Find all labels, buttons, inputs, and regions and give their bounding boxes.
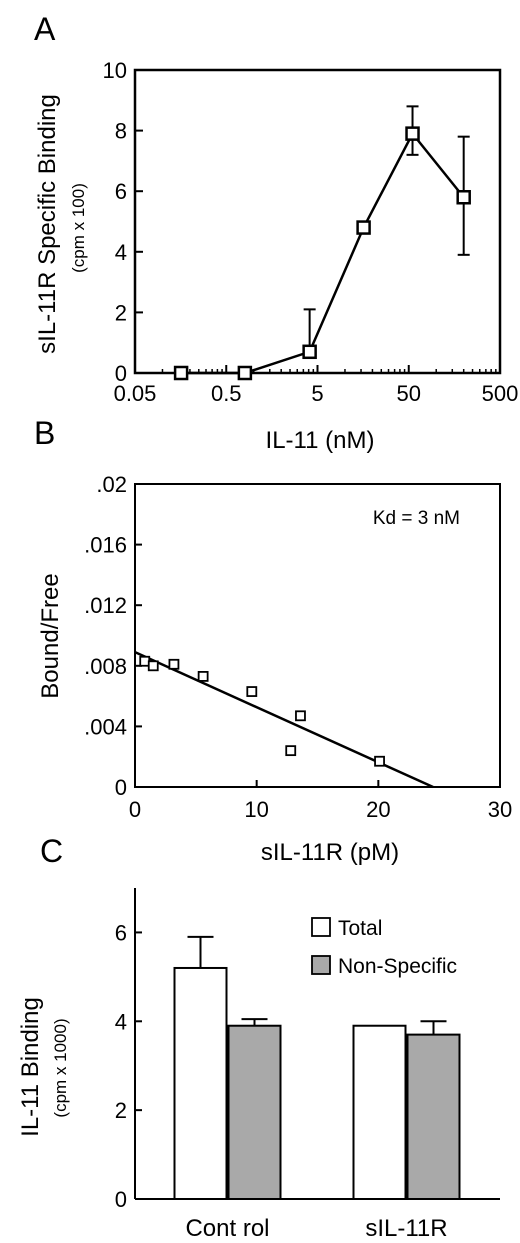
c-y-tick-label: 0	[115, 1187, 127, 1212]
a-data-point	[173, 365, 189, 381]
a-data-point	[456, 190, 471, 205]
a-x-tick-label: 0.5	[211, 381, 242, 406]
c-legend-label: Non-Specific	[338, 955, 457, 978]
b-y-tick-label: 0	[115, 775, 127, 800]
c-y-axis-units: (cpm x 1000)	[51, 1018, 70, 1117]
a-y-tick-label: 0	[115, 361, 127, 386]
a-x-tick-label: 0.05	[114, 381, 157, 406]
b-data-point	[246, 686, 258, 697]
a-x-axis-label: IL-11 (nM)	[266, 427, 375, 454]
c-y-tick-label: 2	[115, 1098, 127, 1123]
b-data-point	[295, 710, 306, 722]
a-y-axis-label: sIL-11R Specific Binding	[34, 94, 61, 354]
a-data-point	[302, 344, 317, 360]
b-data-point	[197, 671, 209, 682]
b-y-tick-label: .008	[84, 654, 127, 679]
c-y-tick-label: 4	[115, 1009, 127, 1034]
a-y-tick-label: 4	[115, 240, 127, 265]
panel-a-letter: A	[34, 11, 56, 47]
a-y-tick-label: 6	[115, 179, 127, 204]
b-data-point	[147, 660, 159, 672]
c-legend-swatch	[311, 917, 331, 937]
panel-c-letter: C	[40, 833, 63, 869]
a-data-point	[356, 220, 371, 235]
c-bar	[227, 1024, 282, 1200]
b-y-tick-label: .016	[84, 533, 127, 558]
a-data-point	[405, 126, 420, 141]
c-bar	[173, 966, 228, 1200]
b-plot-frame	[134, 483, 501, 788]
b-x-tick-label: 30	[488, 797, 512, 822]
b-x-tick-label: 0	[129, 797, 141, 822]
a-y-tick-label: 10	[103, 58, 127, 83]
panel-b-letter: B	[34, 415, 55, 451]
c-y-tick-label: 6	[115, 920, 127, 945]
c-legend-swatch	[311, 955, 331, 975]
b-y-tick-label: .012	[84, 593, 127, 618]
c-bar	[352, 1024, 407, 1200]
c-y-axis-label: IL-11 Binding	[17, 997, 44, 1137]
b-data-point	[168, 658, 180, 670]
b-x-tick-label: 10	[244, 797, 268, 822]
b-y-tick-label: .004	[84, 714, 127, 739]
b-y-axis-label: Bound/Free	[37, 573, 64, 698]
a-y-tick-label: 8	[115, 119, 127, 144]
c-category-label: sIL-11R	[365, 1215, 447, 1242]
b-x-axis-label: sIL-11R (pM)	[261, 839, 399, 866]
b-data-point	[374, 755, 385, 767]
b-kd-annotation: Kd = 3 nM	[373, 508, 460, 529]
c-legend-label: Total	[338, 917, 382, 940]
c-bar	[406, 1033, 461, 1200]
a-y-tick-label: 2	[115, 300, 127, 325]
b-x-tick-label: 20	[366, 797, 390, 822]
b-data-point	[285, 745, 297, 757]
b-fit-line	[134, 651, 434, 789]
a-series-line	[181, 131, 465, 375]
a-plot-frame	[133, 68, 502, 375]
b-y-tick-label: .02	[96, 472, 127, 497]
a-y-axis-units: (cpm x 100)	[69, 183, 88, 273]
a-data-point	[237, 365, 253, 381]
c-category-label: Cont rol	[185, 1215, 269, 1242]
a-x-tick-label: 50	[397, 381, 421, 406]
a-x-tick-label: 5	[311, 381, 323, 406]
a-x-tick-label: 500	[482, 381, 519, 406]
